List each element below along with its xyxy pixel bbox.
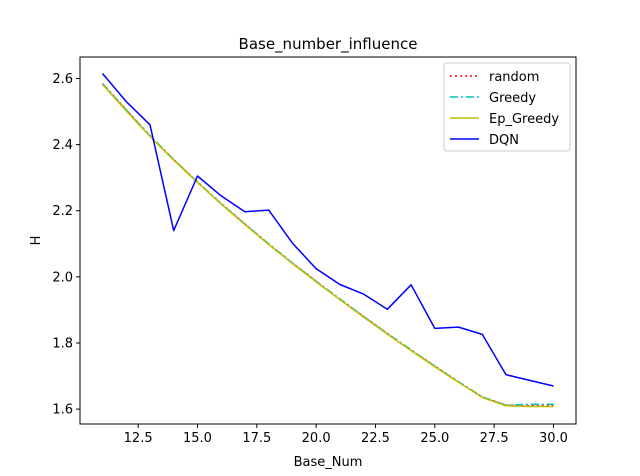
x-tick-label: 15.0 (183, 431, 212, 446)
legend-label-random: random (489, 70, 539, 85)
y-tick-label: 2.0 (52, 270, 73, 285)
y-tick-label: 1.6 (52, 403, 73, 418)
x-tick-label: 27.5 (480, 431, 509, 446)
y-axis-label: H (29, 236, 44, 246)
y-tick-label: 1.8 (52, 336, 73, 351)
x-tick-label: 25.0 (420, 431, 449, 446)
x-tick-label: 12.5 (124, 431, 153, 446)
legend-label-greedy: Greedy (489, 91, 536, 106)
x-tick-label: 22.5 (361, 431, 390, 446)
y-axis: 1.6 1.8 2.0 2.2 2.4 2.6 (52, 72, 80, 418)
y-tick-label: 2.6 (52, 72, 73, 87)
y-tick-label: 2.2 (52, 204, 73, 219)
legend-box (443, 62, 571, 152)
x-tick-label: 30.0 (539, 431, 568, 446)
plot-frame (79, 56, 577, 425)
x-axis: 12.5 15.0 17.5 20.0 22.5 25.0 27.5 30.0 (124, 424, 568, 446)
y-tick-label: 2.4 (52, 138, 73, 153)
legend: random Greedy Ep_Greedy DQN (443, 62, 571, 152)
x-axis-label: Base_Num (294, 455, 363, 470)
legend-label-dqn: DQN (489, 133, 519, 148)
legend-label-ep-greedy: Ep_Greedy (489, 112, 559, 127)
x-tick-label: 17.5 (242, 431, 271, 446)
series-line-dqn (101, 73, 554, 387)
plot-lines (101, 73, 554, 408)
series-line-ep-greedy (101, 83, 554, 408)
x-tick-label: 20.0 (302, 431, 331, 446)
chart-title: Base_number_influence (239, 35, 418, 54)
